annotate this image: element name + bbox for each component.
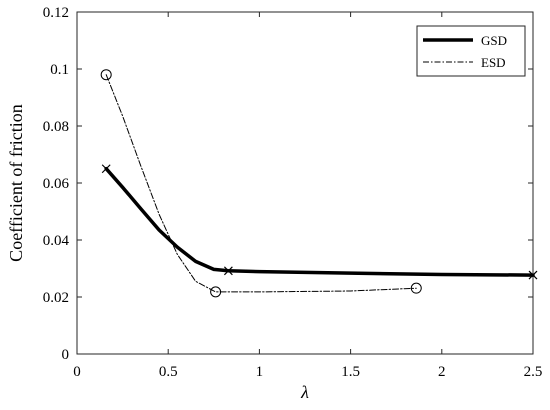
y-tick-label: 0.06 [43,176,70,192]
legend-gsd-label: GSD [481,33,507,48]
legend: GSD ESD [416,25,526,77]
x-axis-title: λ [300,382,309,402]
legend-box [416,25,526,77]
y-tick-label: 0.02 [43,290,69,306]
data-point-gsd [101,164,111,174]
x-tick-label: 0 [73,364,81,380]
x-tick-label: 1.5 [341,364,360,380]
y-tick-label: 0.12 [43,5,69,21]
data-point-esd [210,286,222,298]
data-point-gsd [223,266,233,276]
series-layer [100,69,538,298]
x-tick-label: 2 [438,364,446,380]
legend-esd-label: ESD [481,55,506,70]
x-tick-label: 1 [256,364,264,380]
y-axis-title: Coefficient of friction [6,104,26,262]
data-point-esd [410,282,422,294]
data-point-esd [100,69,112,81]
x-tick-label: 0.5 [159,364,178,380]
x-tick-label: 2.5 [524,364,543,380]
data-point-gsd [528,270,538,280]
x-axis: 0 0.5 1 1.5 2 2.5 [73,12,542,380]
y-tick-label: 0 [62,347,70,363]
series-line-esd [105,74,417,293]
y-tick-label: 0.1 [50,62,69,78]
y-axis: 0 0.02 0.04 0.06 0.08 0.1 0.12 [43,5,533,363]
y-tick-label: 0.08 [43,119,69,135]
y-tick-label: 0.04 [43,233,70,249]
series-line-gsd [104,166,535,277]
